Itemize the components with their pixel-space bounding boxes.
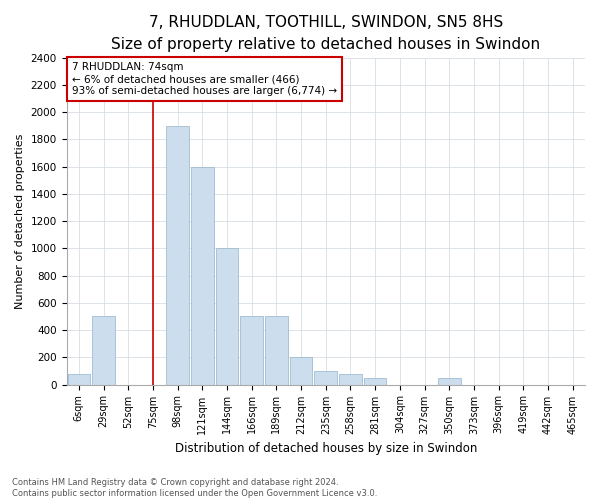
Bar — [68, 374, 90, 384]
Text: 7 RHUDDLAN: 74sqm
← 6% of detached houses are smaller (466)
93% of semi-detached: 7 RHUDDLAN: 74sqm ← 6% of detached house… — [72, 62, 337, 96]
Bar — [241, 316, 263, 384]
Bar — [92, 316, 115, 384]
Bar — [339, 374, 362, 384]
Bar — [438, 378, 461, 384]
Bar — [290, 358, 313, 384]
Bar — [364, 378, 386, 384]
X-axis label: Distribution of detached houses by size in Swindon: Distribution of detached houses by size … — [175, 442, 477, 455]
Bar — [166, 126, 189, 384]
Bar — [191, 166, 214, 384]
Text: Contains HM Land Registry data © Crown copyright and database right 2024.
Contai: Contains HM Land Registry data © Crown c… — [12, 478, 377, 498]
Bar — [215, 248, 238, 384]
Bar — [265, 316, 288, 384]
Bar — [314, 371, 337, 384]
Title: 7, RHUDDLAN, TOOTHILL, SWINDON, SN5 8HS
Size of property relative to detached ho: 7, RHUDDLAN, TOOTHILL, SWINDON, SN5 8HS … — [111, 15, 541, 52]
Y-axis label: Number of detached properties: Number of detached properties — [15, 134, 25, 308]
